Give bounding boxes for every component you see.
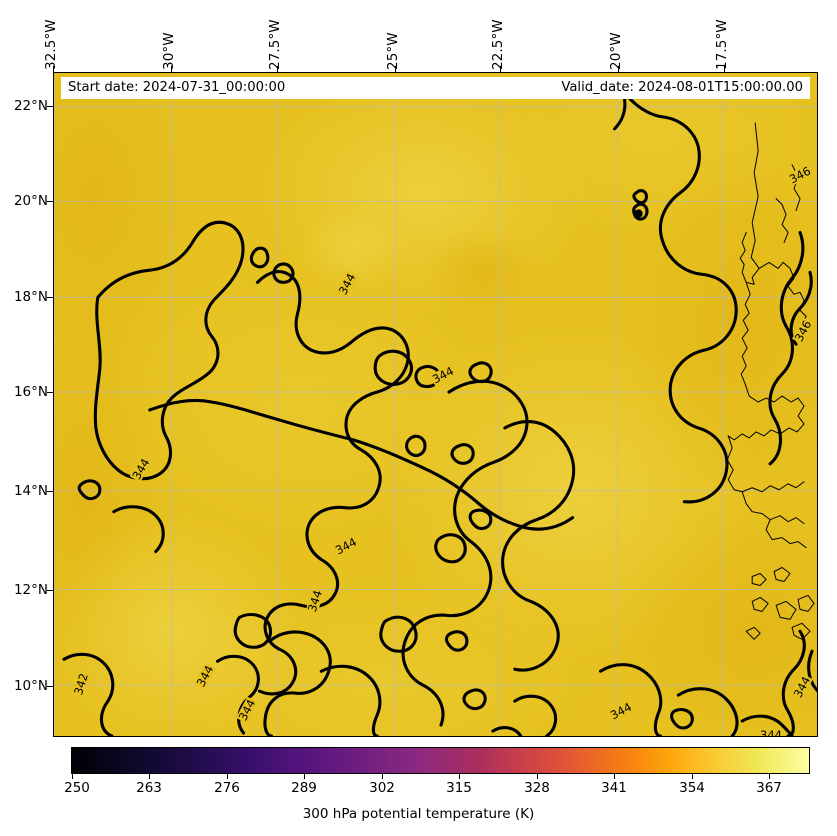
xtick-label: 27.5°W xyxy=(267,19,283,70)
xtick-mark xyxy=(618,66,619,72)
colorbar-tick xyxy=(227,774,228,779)
ytick-label: 22°N xyxy=(13,98,48,114)
y-axis-tick-labels: 22°N 20°N 18°N 16°N 14°N 12°N 10°N xyxy=(0,0,48,836)
colorbar-tick-label: 328 xyxy=(524,780,550,796)
ytick-mark xyxy=(47,201,53,202)
colorbar-tick xyxy=(72,774,73,779)
colorbar-tick-label: 354 xyxy=(679,780,705,796)
xtick-mark xyxy=(171,66,172,72)
xtick-mark xyxy=(53,66,54,72)
colorbar-tick-label: 367 xyxy=(756,780,782,796)
x-axis-tick-labels: 32.5°W 30°W 27.5°W 25°W 22.5°W 20°W 17.5… xyxy=(0,0,837,72)
colorbar-tick xyxy=(149,774,150,779)
colorbar-axis-label: 300 hPa potential temperature (K) xyxy=(302,806,535,822)
ytick-label: 20°N xyxy=(13,193,48,209)
xtick-label: 25°W xyxy=(385,32,401,70)
valid-date-text: Valid_date: 2024-08-01T15:00:00.00 xyxy=(561,80,803,96)
ytick-label: 14°N xyxy=(13,483,48,499)
ytick-label: 12°N xyxy=(13,582,48,598)
ytick-mark xyxy=(47,106,53,107)
colorbar-tick-label: 276 xyxy=(214,780,240,796)
colorbar-tick xyxy=(382,774,383,779)
colorbar-tick-label: 289 xyxy=(291,780,317,796)
colorbar-tick xyxy=(537,774,538,779)
colorbar-tick-label: 250 xyxy=(64,780,90,796)
xtick-mark xyxy=(724,66,725,72)
ytick-mark xyxy=(47,590,53,591)
colorbar-tick-label: 341 xyxy=(601,780,627,796)
xtick-label: 22.5°W xyxy=(490,19,506,70)
contour-label: 344 xyxy=(759,729,783,736)
xtick-label: 20°W xyxy=(608,32,624,70)
map-plot-area[interactable]: 344 344 344 344 344 342 344 344 344 344 … xyxy=(53,72,818,737)
date-annotation-banner: Start date: 2024-07-31_00:00:00 Valid_da… xyxy=(61,77,810,99)
ytick-label: 16°N xyxy=(13,384,48,400)
colorbar-tick xyxy=(304,774,305,779)
colorbar-tick xyxy=(614,774,615,779)
ytick-label: 10°N xyxy=(13,678,48,694)
ytick-label: 18°N xyxy=(13,289,48,305)
colorbar-tick-label: 315 xyxy=(446,780,472,796)
temperature-field xyxy=(54,73,817,736)
ytick-mark xyxy=(47,392,53,393)
colorbar-tick-label: 302 xyxy=(369,780,395,796)
start-date-text: Start date: 2024-07-31_00:00:00 xyxy=(68,80,286,96)
xtick-label: 30°W xyxy=(161,32,177,70)
colorbar-tick xyxy=(459,774,460,779)
ytick-mark xyxy=(47,491,53,492)
colorbar-tick xyxy=(769,774,770,779)
xtick-mark xyxy=(500,66,501,72)
colorbar[interactable] xyxy=(71,747,810,774)
colorbar-tick xyxy=(692,774,693,779)
ytick-mark xyxy=(47,297,53,298)
xtick-mark xyxy=(395,66,396,72)
xtick-mark xyxy=(277,66,278,72)
ytick-mark xyxy=(47,686,53,687)
xtick-label: 17.5°W xyxy=(714,19,730,70)
colorbar-tick-label: 263 xyxy=(136,780,162,796)
